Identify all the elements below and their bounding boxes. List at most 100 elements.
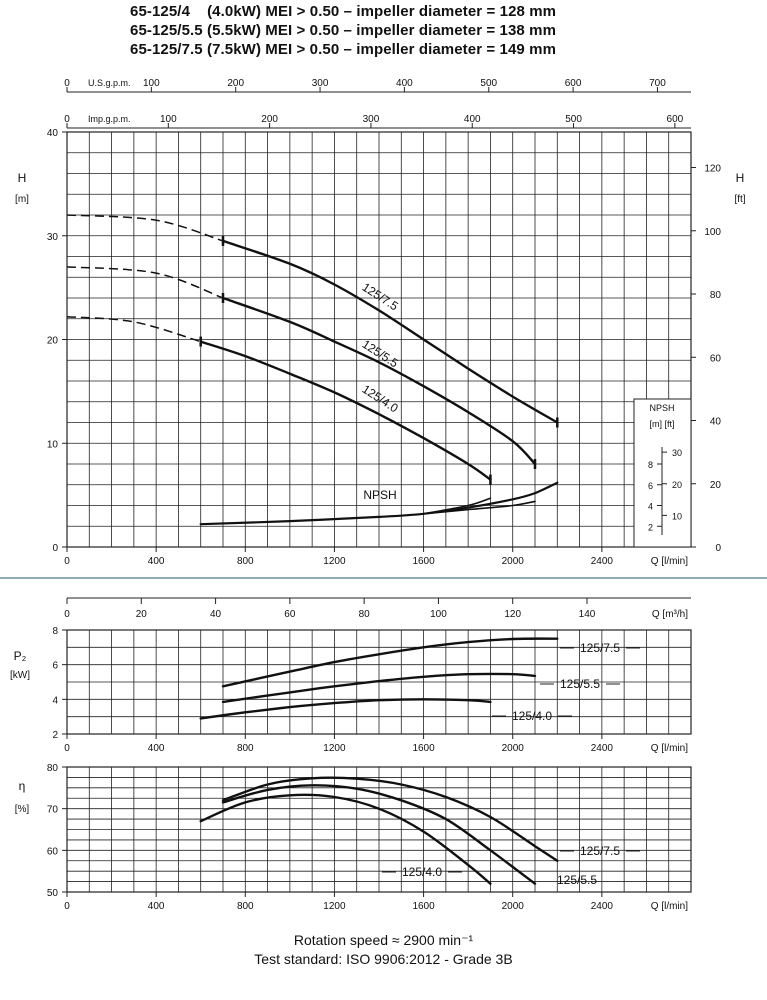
p2-chart-x-tick-label: 0 — [64, 743, 70, 754]
impgpm-tick-label: 600 — [667, 114, 684, 125]
h-ft-tick-label: 120 — [704, 164, 721, 175]
eta-chart-x-tick-label: 2000 — [502, 901, 525, 912]
eta-chart-y-tick-label: 70 — [47, 805, 59, 816]
npsh-inset-units: [m] [ft] — [649, 419, 674, 429]
h-axis-label-left: H — [18, 171, 27, 185]
npsh-curve-label: NPSH — [363, 488, 396, 502]
usgpm-tick-label: 500 — [480, 78, 497, 89]
p2-chart-x-tick-label: 400 — [148, 743, 165, 754]
h-ft-tick-label: 20 — [710, 480, 722, 491]
npsh-m-tick-label: 4 — [648, 502, 653, 512]
h-chart-y-tick-label: 40 — [47, 128, 59, 139]
impgpm-tick-label: 0 — [64, 114, 70, 125]
h-chart-x-tick-label: 800 — [237, 556, 254, 567]
eta-chart-y-tick-label: 80 — [47, 763, 59, 774]
h-chart-x-tick-label: 0 — [64, 556, 70, 567]
h-curve-1 — [221, 296, 537, 466]
impgpm-axis-label: Imp.g.p.m. — [88, 114, 131, 124]
usgpm-tick-label: 700 — [649, 78, 666, 89]
p2-curve-label: 125/4.0 — [512, 709, 552, 723]
eta-curve-label: 125/5.5 — [557, 873, 597, 887]
eta-chart-x-tick-label: 2400 — [591, 901, 614, 912]
h-ft-tick-label: 60 — [710, 353, 722, 364]
usgpm-tick-label: 600 — [565, 78, 582, 89]
eta-chart-x-tick-label: 1600 — [412, 901, 435, 912]
npsh-ft-tick-label: 10 — [672, 511, 682, 521]
p2-chart-y-tick-label: 6 — [52, 661, 58, 672]
impgpm-tick-label: 200 — [261, 114, 278, 125]
eta-chart-x-tick-label: 1200 — [323, 901, 346, 912]
eta-axis-label: η — [19, 779, 26, 793]
eta-chart-y-tick-label: 50 — [47, 888, 59, 899]
eta-curve-1 — [221, 784, 537, 885]
eta-curve-label: 125/7.5 — [580, 844, 620, 858]
p2-chart-x-tick-label: 2000 — [502, 743, 525, 754]
h-curve-0 — [221, 239, 559, 424]
h-curve-0-dashed — [66, 214, 224, 242]
header-line-2: 65-125/5.5 (5.5kW) MEI > 0.50 – impeller… — [130, 22, 557, 39]
test-standard-note: Test standard: ISO 9906:2012 - Grade 3B — [254, 951, 513, 967]
p2-axis-label: P₂ — [14, 649, 27, 663]
usgpm-tick-label: 200 — [227, 78, 244, 89]
h-chart-y-tick-label: 20 — [47, 336, 59, 347]
p2-chart-x-axis-label: Q [l/min] — [651, 743, 688, 754]
eta-chart-x-tick-label: 800 — [237, 901, 254, 912]
usgpm-tick-label: 300 — [312, 78, 329, 89]
npsh-m-tick-label: 8 — [648, 460, 653, 470]
h-chart-y-tick-label: 10 — [47, 439, 59, 450]
usgpm-tick-label: 400 — [396, 78, 413, 89]
header-line-3: 65-125/7.5 (7.5kW) MEI > 0.50 – impeller… — [130, 41, 557, 58]
usgpm-axis-label: U.S.g.p.m. — [88, 78, 131, 88]
m3h-tick-label: 60 — [284, 609, 296, 620]
eta-curve-0 — [221, 776, 559, 862]
m3h-tick-label: 140 — [579, 609, 596, 620]
h-chart-x-axis-label: Q [l/min] — [651, 556, 688, 567]
p2-chart-x-tick-label: 1200 — [323, 743, 346, 754]
p2-curve-1 — [221, 672, 537, 704]
p2-curve-label: 125/5.5 — [560, 677, 600, 691]
m3h-tick-label: 100 — [430, 609, 447, 620]
h-chart-y-tick-label: 0 — [52, 543, 58, 554]
p2-chart-y-tick-label: 8 — [52, 626, 58, 637]
h-curve-1-dashed — [66, 266, 224, 299]
h-chart-x-tick-label: 1600 — [412, 556, 435, 567]
h-ft-tick-label: 80 — [710, 290, 722, 301]
usgpm-tick-label: 100 — [143, 78, 160, 89]
p2-chart-y-tick-label: 2 — [52, 730, 58, 741]
npsh-inset-title: NPSH — [649, 403, 674, 413]
npsh-ft-tick-label: 20 — [672, 480, 682, 490]
h-chart-x-tick-label: 400 — [148, 556, 165, 567]
impgpm-tick-label: 500 — [565, 114, 582, 125]
impgpm-tick-label: 100 — [160, 114, 177, 125]
header-line-1: 65-125/4 (4.0kW) MEI > 0.50 – impeller d… — [130, 3, 557, 20]
h-chart-y-tick-label: 30 — [47, 232, 59, 243]
m3h-tick-label: 20 — [136, 609, 148, 620]
h-ft-tick-label: 40 — [710, 417, 722, 428]
p2-chart-x-tick-label: 2400 — [591, 743, 614, 754]
h-ft-tick-label: 100 — [704, 227, 721, 238]
p2-curve-2 — [199, 698, 492, 720]
m3h-tick-label: 0 — [64, 609, 70, 620]
eta-chart-x-tick-label: 0 — [64, 901, 70, 912]
p2-axis-unit: [kW] — [10, 670, 30, 681]
p2-chart-x-tick-label: 800 — [237, 743, 254, 754]
eta-chart-y-tick-label: 60 — [47, 846, 59, 857]
p2-curve-label: 125/7.5 — [580, 641, 620, 655]
h-chart-x-tick-label: 1200 — [323, 556, 346, 567]
npsh-branch-curve — [422, 500, 536, 515]
impgpm-tick-label: 300 — [363, 114, 380, 125]
h-curve-2-dashed — [66, 315, 201, 343]
npsh-branch-curve — [422, 497, 492, 515]
m3h-tick-label: 120 — [504, 609, 521, 620]
eta-curve-label: 125/4.0 — [402, 865, 442, 879]
npsh-ft-tick-label: 30 — [672, 448, 682, 458]
p2-chart-x-tick-label: 1600 — [412, 743, 435, 754]
usgpm-tick-label: 0 — [64, 78, 70, 89]
h-curve-label: 125/4.0 — [360, 382, 401, 416]
p2-chart-y-tick-label: 4 — [52, 695, 58, 706]
h-curve-label: 125/5.5 — [360, 337, 401, 371]
h-chart-x-tick-label: 2000 — [502, 556, 525, 567]
eta-chart-x-tick-label: 400 — [148, 901, 165, 912]
eta-axis-unit: [%] — [15, 804, 30, 815]
